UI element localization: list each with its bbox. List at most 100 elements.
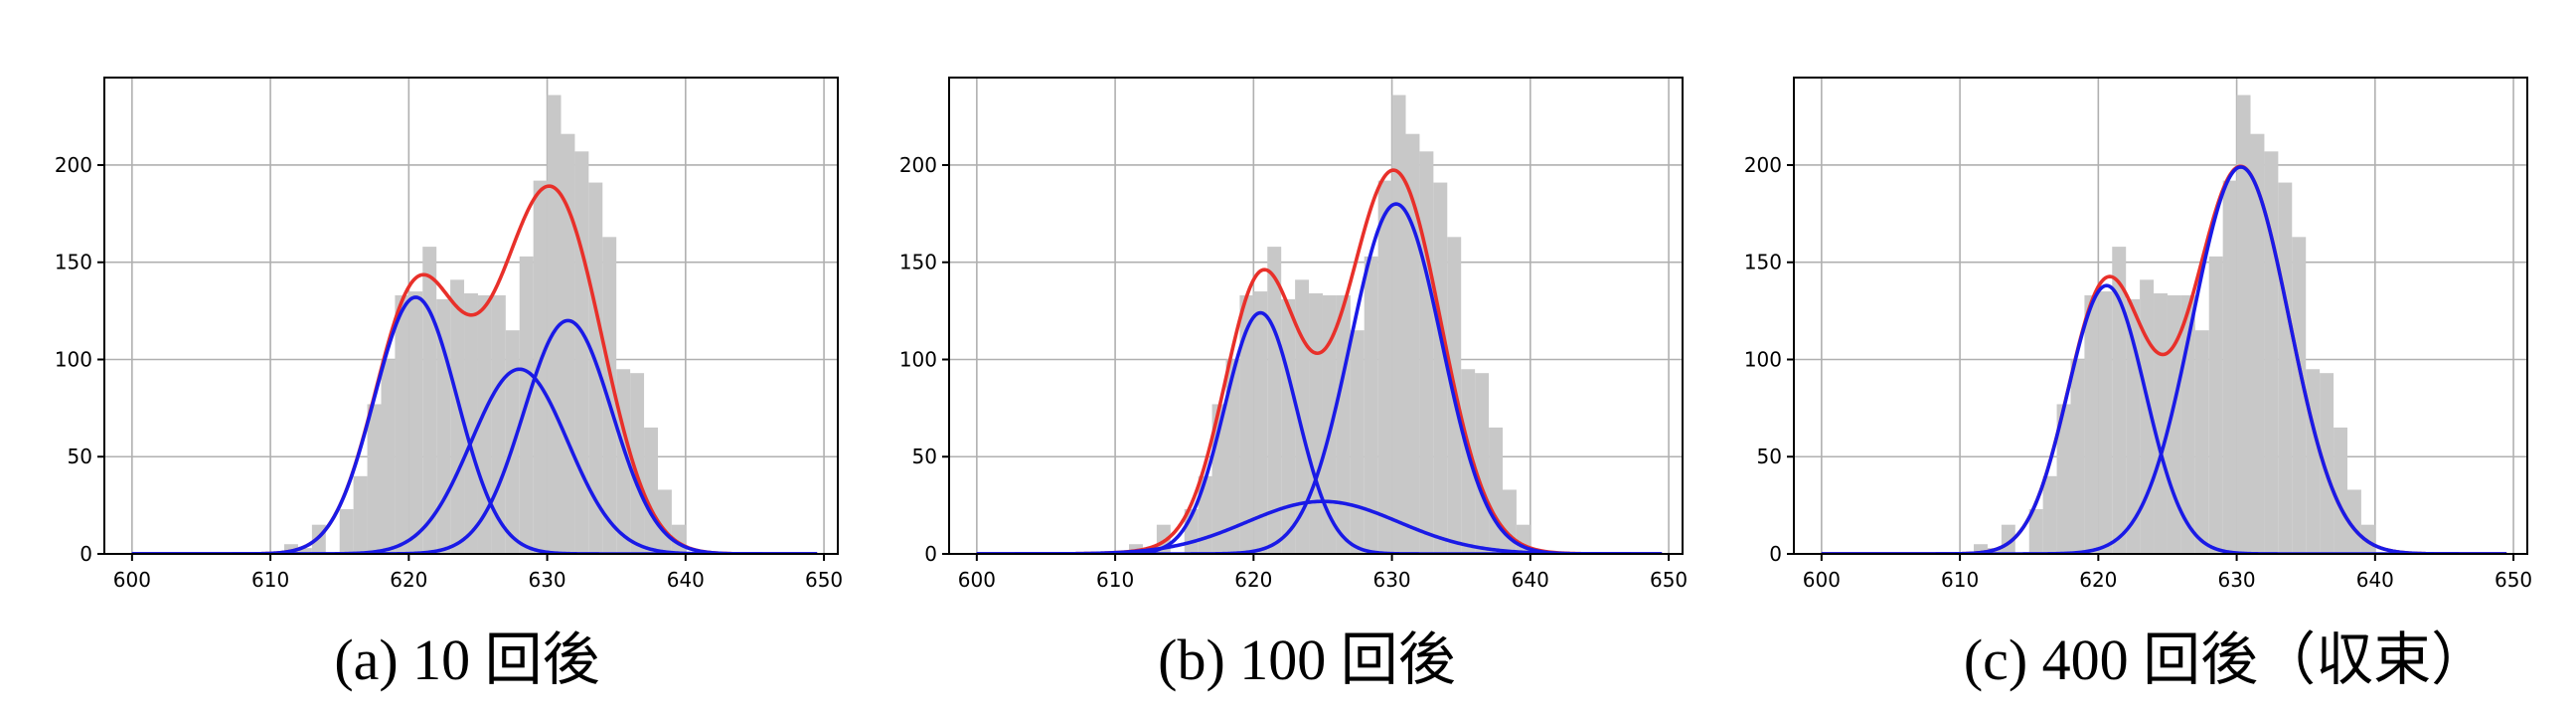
x-tick-label: 610 [1096,568,1134,592]
histogram-bar [1475,373,1490,554]
panel-caption: (a) 10 回後 [334,627,599,692]
histogram [1974,94,2375,554]
histogram-bar [395,294,409,554]
x-tick-label: 620 [1234,568,1272,592]
histogram-bar [1281,298,1296,554]
histogram-bar [477,294,492,554]
histogram-bar [1377,180,1392,554]
histogram-bar [1225,359,1240,554]
x-tick-label: 650 [1650,568,1688,592]
histogram-bar [2126,298,2141,554]
histogram-bar [1364,256,1378,554]
histogram-bar [2306,369,2321,554]
y-tick-label: 50 [912,445,937,468]
x-tick-label: 640 [667,568,705,592]
histogram-bar [2360,524,2375,554]
x-tick-label: 600 [113,568,151,592]
histogram-bar [2346,489,2361,554]
histogram-bar [2292,237,2307,554]
histogram-bar [2250,133,2265,554]
histogram-bar [602,237,617,554]
histogram-bar [1239,294,1254,554]
x-tick-label: 640 [2356,568,2394,592]
x-tick-label: 600 [1803,568,1841,592]
histogram-bar [1322,294,1337,554]
panel-caption: (b) 100 回後 [1158,627,1456,692]
histogram-bar [450,279,465,554]
histogram-bar [2042,475,2057,554]
histogram-bar [353,475,368,554]
y-tick-label: 0 [1769,542,1782,566]
x-tick-label: 610 [1941,568,1979,592]
x-tick-label: 630 [528,568,565,592]
histogram-bar [2098,291,2113,554]
y-tick-label: 100 [55,347,92,371]
x-tick-label: 610 [251,568,289,592]
x-tick-label: 600 [958,568,996,592]
component-curve-0 [976,310,1663,554]
y-tick-label: 0 [80,542,92,566]
plot-frame [948,77,1684,555]
x-tick-label: 640 [1512,568,1549,592]
panel-caption: (c) 400 回後（収束） [1964,627,2489,692]
histogram-bar [1502,489,1517,554]
component-curve-2 [131,318,818,554]
histogram-bar [2056,404,2071,554]
y-tick-label: 100 [899,347,937,371]
component-curve-2 [976,202,1663,554]
histogram-bar [1350,330,1365,554]
histogram-bar [2334,427,2347,554]
histogram-bar [2278,182,2293,554]
histogram-bar [1336,294,1351,554]
histogram-bar [574,151,589,554]
y-tick-label: 50 [68,445,92,468]
x-tick-label: 630 [2217,568,2255,592]
x-tick-label: 650 [805,568,843,592]
histogram-bar [644,427,658,554]
y-tick-label: 0 [924,542,937,566]
histogram-bar [1461,369,1476,554]
histogram-bar [367,404,382,554]
histogram-bar [2208,256,2223,554]
x-tick-label: 630 [1372,568,1410,592]
y-tick-label: 150 [1744,251,1782,274]
plot-frame [103,77,839,555]
histogram-bar [1295,279,1310,554]
axes: 600 610 620 630 640 650 0 50 100 150 200 [55,153,843,592]
histogram-bar [339,509,354,554]
histogram-bar [491,294,506,554]
histogram-bar [547,94,562,554]
histogram-bar [408,291,423,554]
histogram-bar [2084,294,2099,554]
histogram-bar [2236,94,2251,554]
axes: 600 610 620 630 640 650 0 50 100 150 200 [899,153,1688,592]
y-tick-label: 150 [899,251,937,274]
chart-panel-1: 600 610 620 630 640 650 0 50 100 150 200 (b) 100 回後 [899,77,1688,692]
histogram-bar [1489,427,1503,554]
histogram-bar [1391,94,1406,554]
axes: 600 610 620 630 640 650 0 50 100 150 200 [1744,153,2532,592]
histogram-bar [2320,373,2334,554]
histogram-bar [2154,293,2168,554]
y-tick-label: 150 [55,251,92,274]
histogram-bar [533,180,548,554]
histogram-bar [1974,544,1988,554]
chart-panel-0: 600 610 620 630 640 650 0 50 100 150 200 (a) 10 回後 [55,77,843,692]
histogram-bar [2112,247,2127,554]
chart-panel-2: 600 610 620 630 640 650 0 50 100 150 200 (c) 400 回後… [1744,77,2532,692]
histogram-bar [2028,509,2043,554]
histogram-bar [630,373,645,554]
histogram-bar [422,247,437,554]
y-tick-label: 200 [899,153,937,177]
histogram-bar [2194,330,2209,554]
histogram-bar [1253,291,1268,554]
histogram-bar [588,182,603,554]
y-tick-label: 50 [1757,445,1782,468]
histogram-bar [2070,359,2085,554]
x-tick-label: 620 [2079,568,2117,592]
histogram-bar [1419,151,1434,554]
histogram-bar [1309,293,1323,554]
histogram-bar [381,359,396,554]
y-tick-label: 200 [1744,153,1782,177]
